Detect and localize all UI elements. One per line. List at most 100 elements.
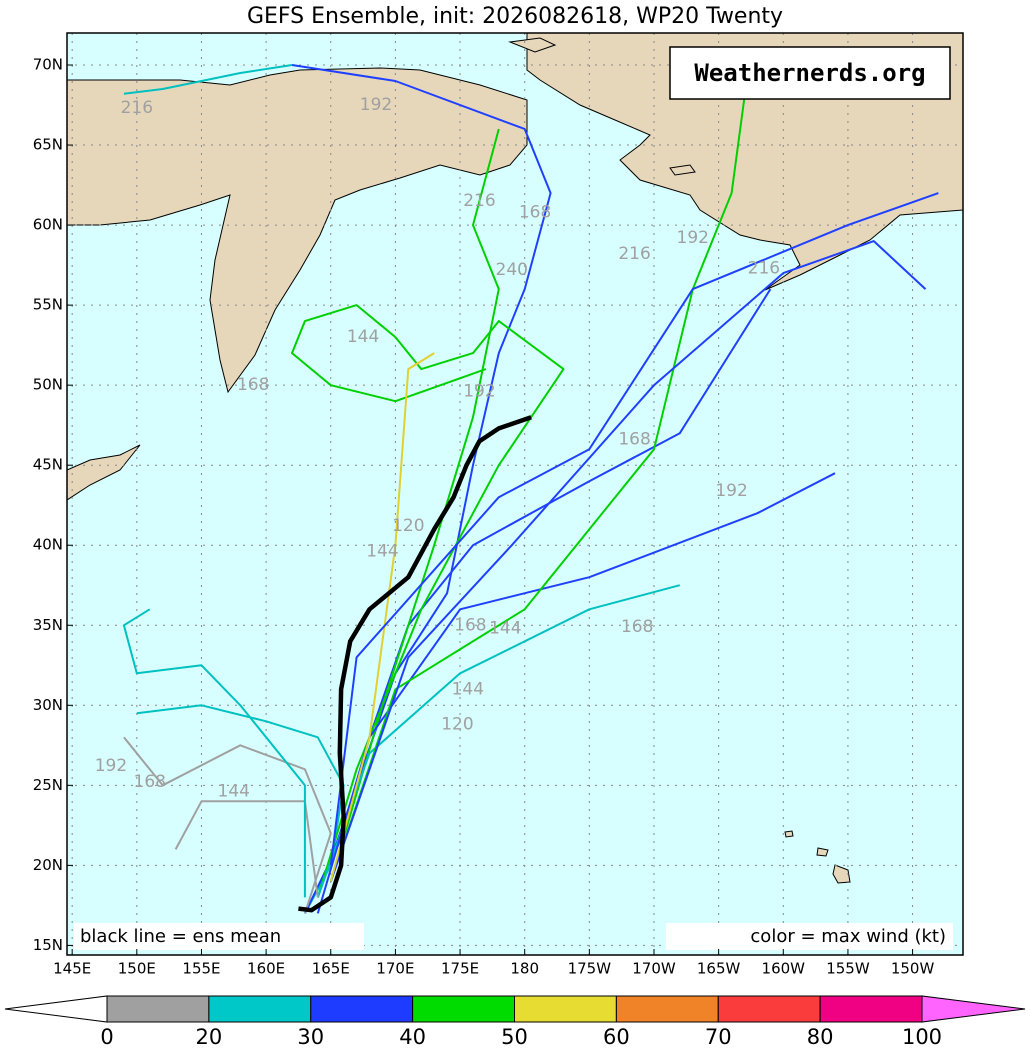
x-tick-label: 175E — [441, 960, 479, 978]
hour-label: 240 — [496, 260, 528, 280]
island — [508, 37, 557, 53]
hour-label: 168 — [618, 430, 650, 450]
x-tick-label: 150W — [891, 960, 935, 978]
hour-label: 192 — [463, 382, 495, 402]
y-tick-label: 40N — [33, 536, 63, 554]
hour-label: 168 — [621, 617, 653, 637]
y-tick-label: 30N — [33, 696, 63, 714]
hour-label: 120 — [441, 715, 473, 735]
x-tick-label: 150E — [118, 960, 156, 978]
ensemble-track — [329, 128, 500, 882]
ensemble-track — [123, 64, 293, 95]
x-tick-label: 155W — [826, 960, 870, 978]
colorbar-segment — [717, 995, 821, 1023]
colorbar-label: 0 — [100, 1025, 113, 1049]
y-tick-label: 70N — [33, 56, 63, 74]
y-tick-label: 65N — [33, 136, 63, 154]
x-tick-label: 170E — [376, 960, 414, 978]
colorbar-segment — [615, 995, 719, 1023]
y-tick-label: 55N — [33, 296, 63, 314]
x-tick-label: 145E — [53, 960, 91, 978]
x-tick-label: 160E — [247, 960, 285, 978]
y-tick-label: 50N — [33, 376, 63, 394]
x-tick-label: 155E — [182, 960, 220, 978]
note-box — [74, 923, 364, 950]
x-tick-label: 175W — [568, 960, 612, 978]
colorbar-segment — [106, 995, 210, 1023]
colorbar-label: 50 — [501, 1025, 528, 1049]
tracks — [122, 64, 939, 914]
y-tick-label: 15N — [33, 936, 63, 954]
colorbar-segment — [819, 995, 923, 1023]
hour-label: 144 — [366, 542, 398, 562]
x-tick-label: 170W — [632, 960, 676, 978]
x-tick-label: 165W — [697, 960, 741, 978]
mean-track — [298, 415, 532, 913]
y-tick-label: 45N — [33, 456, 63, 474]
hour-label: 192 — [677, 228, 709, 248]
hawaii — [832, 864, 851, 884]
colorbar: 0 20 30 40 50 60 70 80 100 — [4, 995, 1026, 1049]
island — [669, 164, 696, 176]
colorbar-label: 40 — [399, 1025, 426, 1049]
ensemble-track — [329, 96, 746, 882]
plot-frame — [66, 32, 964, 956]
colorbar-label: 100 — [902, 1025, 942, 1049]
ensemble-track — [291, 64, 552, 898]
siberia — [67, 67, 528, 394]
hour-label: 168 — [519, 202, 551, 222]
hour-label: 144 — [218, 782, 250, 802]
note-left: black line = ens mean — [80, 926, 281, 947]
hawaii — [816, 847, 829, 857]
ensemble-track — [174, 800, 319, 898]
colorbar-segment — [514, 995, 617, 1023]
ensemble-track — [123, 736, 332, 914]
note-box — [666, 923, 953, 950]
hour-label: 216 — [618, 244, 650, 264]
colorbar-label: 70 — [705, 1025, 732, 1049]
hokkaido — [67, 444, 141, 501]
hawaii — [784, 830, 794, 838]
x-tick-label: 160W — [762, 960, 806, 978]
y-tick-label: 60N — [33, 216, 63, 234]
y-tick-label: 20N — [33, 856, 63, 874]
colorbar-label: 20 — [196, 1025, 223, 1049]
ensemble-track — [329, 192, 939, 866]
y-tick-label: 35N — [33, 616, 63, 634]
ensemble-track — [329, 240, 927, 882]
colorbar-over — [921, 995, 1026, 1023]
hour-label: 192 — [95, 756, 127, 776]
colorbar-segment — [412, 995, 515, 1023]
watermark: Weathernerds.org — [694, 59, 925, 87]
watermark-box — [669, 46, 951, 100]
colorbar-label: 30 — [297, 1025, 324, 1049]
hour-label: 144 — [347, 327, 379, 347]
hour-label: 168 — [134, 772, 166, 792]
grid — [67, 33, 963, 955]
axes: 145E 150E 155E 160E 165E 170E 175E 180 175W 170W 1… — [33, 56, 935, 978]
x-tick-label: 180 — [510, 960, 539, 978]
colorbar-label: 60 — [603, 1025, 630, 1049]
ensemble-track — [329, 352, 435, 882]
chart-title: GEFS Ensemble, init: 2026082618, WP20 Tw… — [247, 4, 783, 29]
ensemble-track — [122, 608, 306, 898]
x-tick-label: 165E — [312, 960, 350, 978]
hour-label: 192 — [360, 95, 392, 115]
colorbar-label: 80 — [807, 1025, 834, 1049]
hour-label: 192 — [715, 481, 747, 501]
hour-label: 216 — [121, 98, 153, 118]
hour-label: 216 — [463, 191, 495, 211]
y-tick-label: 25N — [33, 776, 63, 794]
colorbar-segment — [208, 995, 312, 1023]
note-right: color = max wind (kt) — [750, 926, 946, 947]
hour-label: 144 — [489, 618, 521, 638]
hour-label: 168 — [454, 615, 486, 635]
colorbar-under — [4, 995, 108, 1023]
ensemble-track — [291, 304, 565, 898]
hour-label: 144 — [452, 679, 484, 699]
colorbar-segment — [310, 995, 414, 1023]
hour-label: 216 — [748, 258, 780, 278]
